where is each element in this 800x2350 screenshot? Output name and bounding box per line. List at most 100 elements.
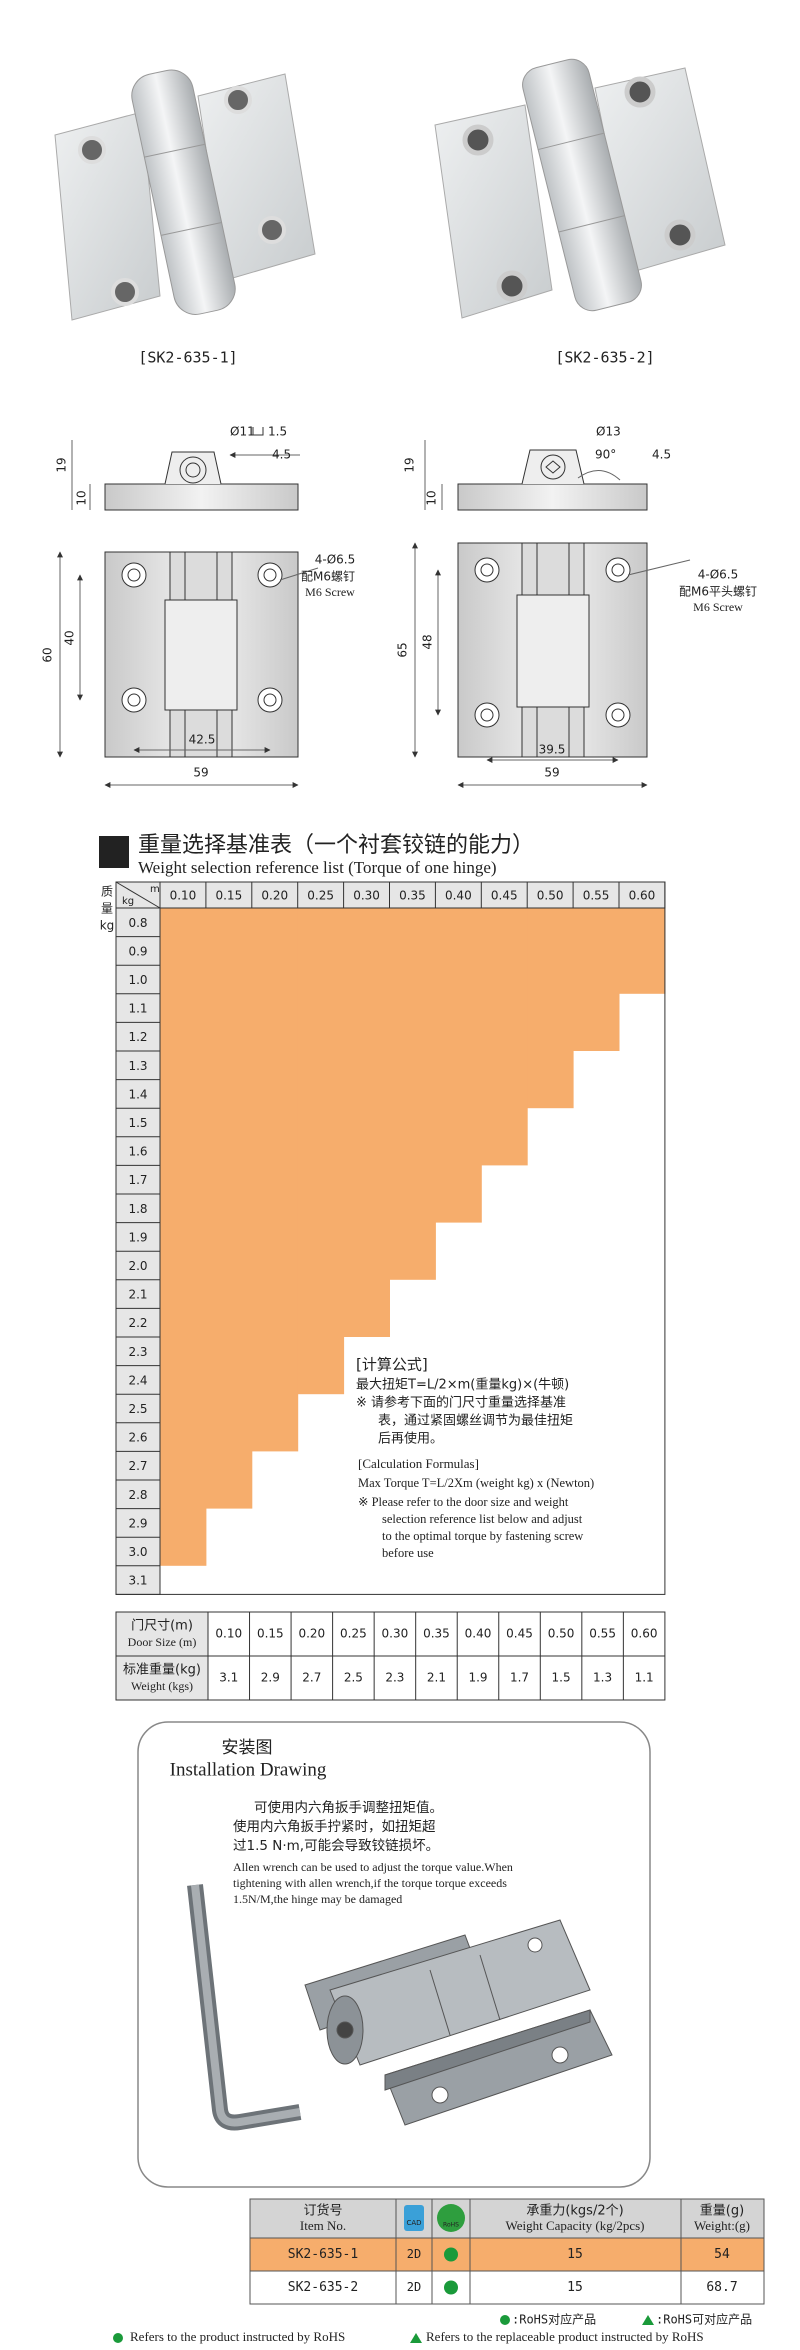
item-no: SK2-635-2 [288, 2280, 358, 2295]
dimension-label: M6 Screw [693, 600, 743, 614]
footer-triangle [410, 2333, 422, 2343]
door-weight: 1.3 [593, 1671, 612, 1685]
formula-en: before use [382, 1546, 434, 1560]
capacity-area [527, 908, 574, 1109]
door-label: Weight (kgs) [131, 1679, 193, 1693]
door-weight: 3.1 [219, 1671, 238, 1685]
dimension-label: 4.5 [652, 448, 671, 462]
door-size: 0.45 [506, 1627, 533, 1641]
footer-text: Refers to the replaceable product instru… [426, 2329, 704, 2344]
weight-label: 0.8 [128, 916, 147, 930]
install-text: 1.5N/M,the hinge may be damaged [233, 1892, 402, 1906]
install-text: Allen wrench can be used to adjust the t… [233, 1860, 513, 1874]
door-weight: 1.9 [468, 1671, 487, 1685]
door-label: 标准重量(kg) [123, 1662, 201, 1678]
dimension-label: Ø13 [596, 425, 621, 439]
capacity-area [205, 908, 253, 1509]
order-row [249, 2270, 765, 2305]
capacity-area [343, 908, 390, 1337]
table-border [115, 881, 666, 1595]
weight-label: 3.0 [128, 1545, 147, 1559]
torque-label: 0.40 [445, 889, 472, 903]
weight-label: 2.6 [128, 1431, 147, 1445]
dimension-label: 4.5 [272, 448, 291, 462]
dimension-label: 39.5 [539, 743, 566, 757]
door-weight: 2.7 [302, 1671, 321, 1685]
door-weight: 2.5 [344, 1671, 363, 1685]
order-head: RoHS [443, 2222, 459, 2229]
order-header [249, 2198, 765, 2239]
capacity-area [619, 908, 666, 994]
formula-en: ※ Please refer to the door size and weig… [358, 1495, 569, 1509]
cad-icon [404, 2205, 424, 2231]
formula-cn: 最大扭矩T=L/2×m(重量kg)×(牛顿) [356, 1377, 569, 1393]
corner-label: kg [122, 896, 134, 907]
capacity-area [251, 908, 299, 1452]
weight-label: 2.8 [128, 1488, 147, 1502]
door-weight: 1.7 [510, 1671, 529, 1685]
weight-label: 2.9 [128, 1516, 147, 1530]
capacity-area [160, 908, 207, 1566]
door-weight: 2.1 [427, 1671, 446, 1685]
door-size: 0.40 [465, 1627, 492, 1641]
weight-label: 1.0 [128, 973, 147, 987]
formula-cn: ※ 请参考下面的门尺寸重量选择基准 [356, 1395, 566, 1411]
dimension-label: 4-Ø6.5 [315, 553, 356, 567]
door-weight: 1.5 [552, 1671, 571, 1685]
door-size: 0.35 [423, 1627, 450, 1641]
install-title: Installation Drawing [170, 1759, 327, 1780]
install-text: 可使用内六角扳手调整扭矩值。 [254, 1799, 443, 1816]
dimension-label: 1.5 [268, 425, 287, 439]
door-size: 0.10 [215, 1627, 242, 1641]
dimension-label: Ø11 [230, 425, 255, 439]
door-size: 0.25 [340, 1627, 367, 1641]
capacity: 15 [567, 2280, 583, 2295]
dimension-label: M6 Screw [305, 585, 355, 599]
door-size: 0.30 [382, 1627, 409, 1641]
dimension-label: 60 [41, 647, 55, 662]
formula-cn: [计算公式] [356, 1356, 428, 1374]
weight-label: 2.2 [128, 1316, 147, 1330]
weight-label: 0.9 [128, 944, 147, 958]
legend-triangle [642, 2315, 654, 2325]
door-weight: 2.9 [261, 1671, 280, 1685]
torque-label: 0.50 [537, 889, 564, 903]
formula-en: [Calculation Formulas] [358, 1456, 479, 1471]
weight: 68.7 [706, 2280, 737, 2295]
front-view [57, 551, 319, 788]
door-size: 0.20 [298, 1627, 325, 1641]
torque-label: 0.25 [307, 889, 334, 903]
product-photo [434, 58, 726, 319]
formula-cn: 后再使用。 [378, 1431, 443, 1447]
order-head: 重量(g) [700, 2203, 744, 2219]
install-text: tightening with allen wrench,if the torq… [233, 1876, 507, 1890]
order-head: 承重力(kgs/2个) [526, 2203, 623, 2219]
dimension-label: 65 [396, 642, 410, 657]
install-text: 使用内六角扳手拧紧时，如扭矩超 [233, 1818, 436, 1835]
legend-dot [500, 2315, 510, 2325]
capacity-area [573, 908, 620, 1051]
dimension-label: 4-Ø6.5 [698, 568, 739, 582]
formula-en: Max Torque T=L/2Xm (weight kg) x (Newton… [358, 1476, 594, 1490]
title-square [99, 836, 129, 868]
door-label: Door Size (m) [128, 1635, 197, 1649]
side-label: 量 [101, 902, 113, 916]
weight-label: 3.1 [128, 1574, 147, 1588]
door-weight: 1.1 [635, 1671, 654, 1685]
weight-label: 2.0 [128, 1259, 147, 1273]
weight-label: 1.4 [128, 1087, 147, 1101]
corner-diagonal [115, 881, 161, 909]
weight-label: 1.8 [128, 1202, 147, 1216]
side-view [424, 440, 648, 511]
capacity-area [297, 908, 345, 1395]
order-row [249, 2237, 765, 2272]
weight-label: 1.1 [128, 1002, 147, 1016]
torque-label: 0.45 [491, 889, 518, 903]
front-view [412, 542, 691, 788]
install-title: 安装图 [222, 1738, 273, 1758]
torque-label: 0.60 [629, 889, 656, 903]
weight-label: 1.7 [128, 1173, 147, 1187]
dimension-label: 19 [55, 457, 69, 472]
formula-en: selection reference list below and adjus… [382, 1512, 583, 1526]
